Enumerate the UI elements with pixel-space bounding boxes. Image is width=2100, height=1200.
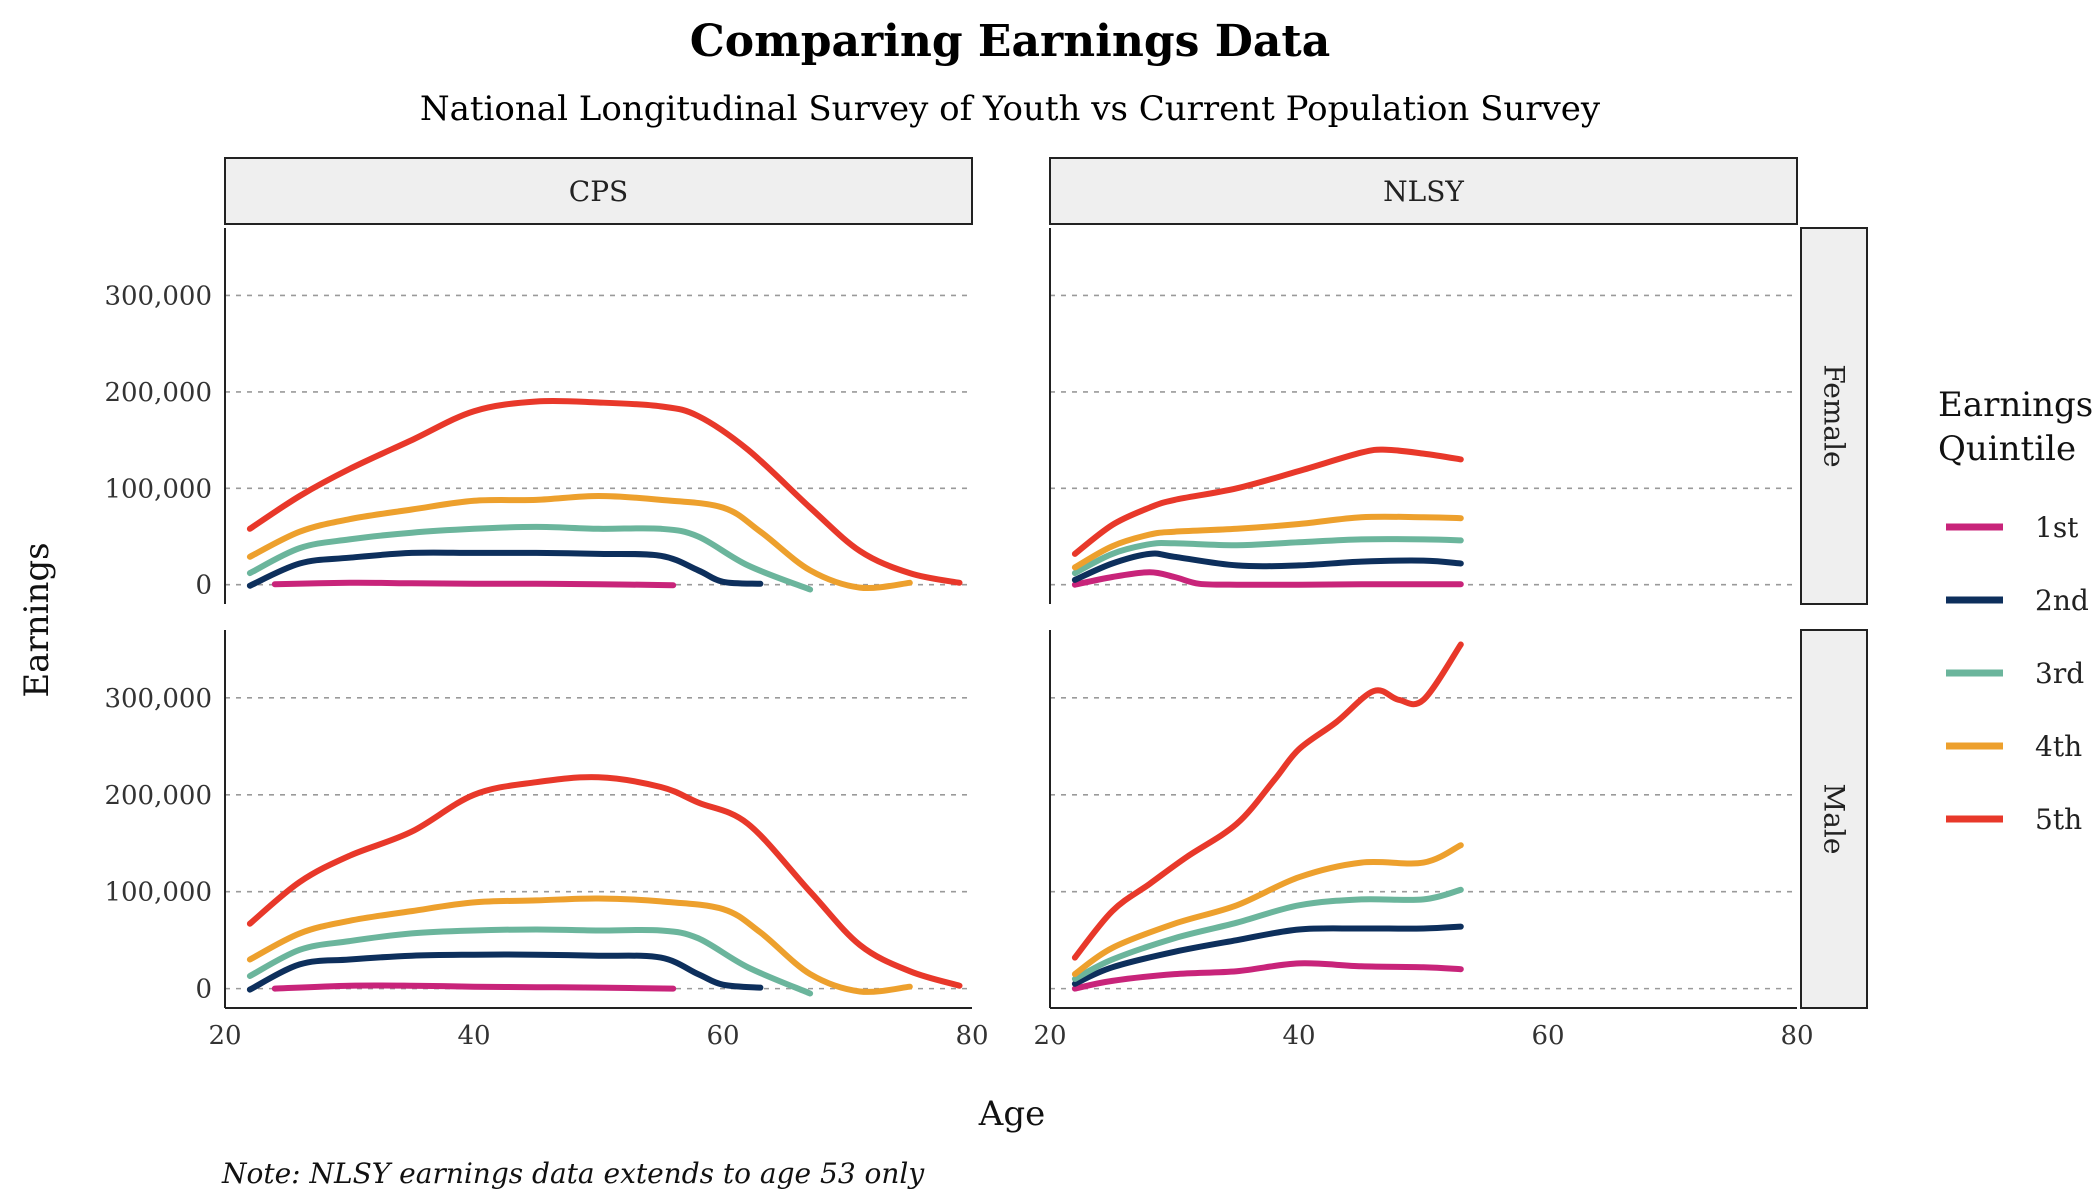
legend-title-line: Quintile [1938,429,2076,469]
legend-label-2nd: 2nd [2035,584,2089,617]
x-tick-label: 80 [955,1021,988,1051]
strip-label-nlsy: NLSY [1383,175,1464,208]
series-line-cps-female-4th [246,493,913,592]
y-tick-label: 0 [195,975,212,1005]
x-tick-label: 40 [457,1021,490,1051]
x-tick-label: 20 [208,1021,241,1051]
series-line-nlsy-female-5th [1071,446,1464,557]
x-tick-label: 20 [1033,1021,1066,1051]
series-line-nlsy-male-2nd [1071,923,1464,987]
y-tick-label: 0 [195,571,212,601]
series-line-cps-female-5th [246,397,963,586]
strip-label-male: Male [1818,784,1851,855]
x-tick-label: 40 [1282,1021,1315,1051]
series-line-nlsy-female-1st [1071,569,1464,588]
legend-label-3rd: 3rd [2035,657,2084,690]
x-tick-label: 60 [706,1021,739,1051]
chart-caption: Note: NLSY earnings data extends to age … [221,1157,925,1190]
y-tick-label: 100,000 [104,878,212,908]
x-tick-label: 60 [1531,1021,1564,1051]
series-line-cps-female-2nd [246,549,764,589]
legend-label-4th: 4th [2035,730,2082,763]
strip-box-female [1800,227,1868,605]
legend-label-5th: 5th [2035,803,2082,836]
y-axis-title: Earnings [17,542,57,697]
y-tick-label: 300,000 [104,281,212,311]
legend-label-1st: 1st [2035,511,2079,544]
series-line-cps-female-1st [271,579,677,589]
strip-label-cps: CPS [569,175,628,208]
series-line-cps-male-3rd [246,926,814,997]
series-line-nlsy-male-3rd [1071,886,1464,982]
series-line-cps-male-1st [271,982,677,992]
strip-box-male [1800,629,1868,1009]
plot-area: CPS NLSY Female Male 0 100,000 200,000 300,000 0… [104,157,1868,1051]
series-line-nlsy-female-2nd [1071,550,1464,583]
y-tick-label: 300,000 [104,684,212,714]
x-tick-label: 80 [1780,1021,1813,1051]
strip-box-nlsy [1049,157,1798,225]
strip-label-female: Female [1818,364,1851,467]
y-tick-label: 200,000 [104,781,212,811]
chart-subtitle: National Longitudinal Survey of Youth vs… [420,89,1601,129]
series-line-nlsy-male-4th [1071,842,1464,978]
series-line-cps-male-2nd [246,951,764,993]
series-line-nlsy-female-3rd [1071,536,1464,577]
strip-box-cps [224,157,973,225]
y-tick-label: 100,000 [104,474,212,504]
series-line-cps-male-5th [246,774,963,989]
legend-title-line: Earnings [1938,385,2093,425]
series-line-nlsy-female-4th [1071,513,1464,571]
y-tick-label: 200,000 [104,378,212,408]
x-axis-title: Age [978,1094,1045,1134]
series-line-cps-male-4th [246,895,913,995]
series-line-nlsy-male-1st [1071,960,1464,992]
chart-title: Comparing Earnings Data [690,16,1330,67]
series-line-cps-female-3rd [246,523,814,593]
series-line-nlsy-male-5th [1071,641,1464,961]
